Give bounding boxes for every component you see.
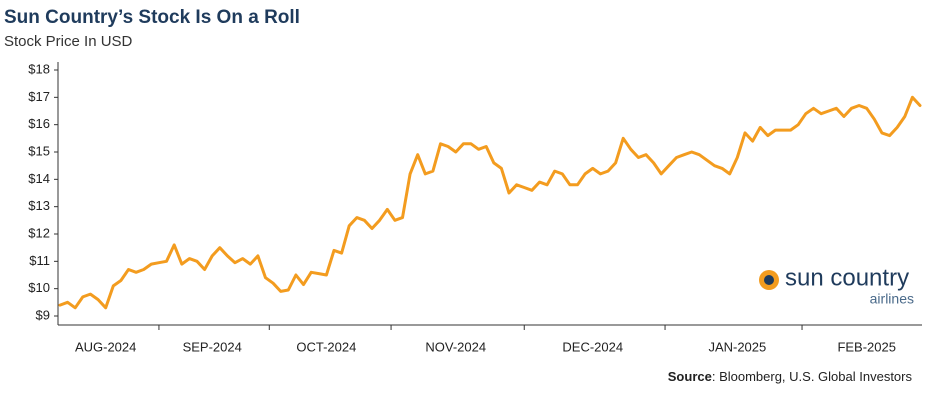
logo-tagline: airlines [870, 291, 914, 307]
source-label: Source [668, 369, 712, 384]
source: Source: Bloomberg, U.S. Global Investors [668, 369, 913, 384]
y-tick-label: $10 [28, 280, 50, 295]
y-tick-label: $14 [28, 171, 50, 186]
y-tick-label: $18 [28, 61, 50, 76]
y-tick-label: $13 [28, 198, 50, 213]
logo-sun-core [764, 275, 774, 285]
chart-title: Sun Country’s Stock Is On a Roll [4, 7, 300, 28]
x-tick-label: AUG-2024 [75, 339, 136, 354]
y-tick-label: $9 [36, 307, 50, 322]
x-tick-label: FEB-2025 [837, 339, 896, 354]
y-tick-label: $12 [28, 225, 50, 240]
x-tick-label: NOV-2024 [425, 339, 486, 354]
source-text: : Bloomberg, U.S. Global Investors [712, 369, 913, 384]
y-tick-label: $11 [29, 253, 50, 268]
x-tick-label: JAN-2025 [708, 339, 766, 354]
x-tick-label: SEP-2024 [183, 339, 242, 354]
x-tick-label: OCT-2024 [296, 339, 356, 354]
logo: sun country airlines [759, 264, 914, 307]
y-tick-label: $15 [28, 143, 50, 158]
x-tick-label: DEC-2024 [562, 339, 623, 354]
chart-subtitle: Stock Price In USD [4, 33, 133, 50]
y-tick-label: $17 [28, 89, 50, 104]
y-tick-label: $16 [28, 116, 50, 131]
price-line [58, 95, 922, 310]
logo-name: sun country [785, 264, 909, 291]
